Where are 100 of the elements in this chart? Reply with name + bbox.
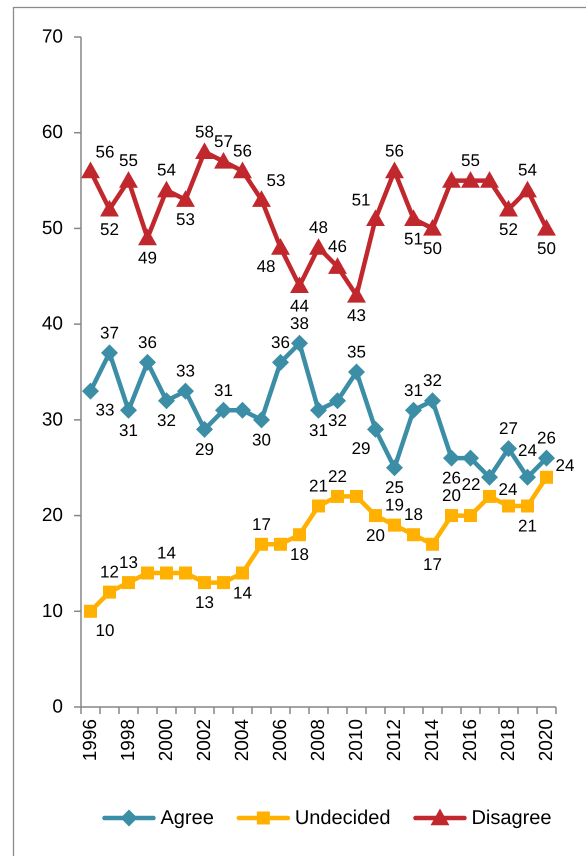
point [404,209,423,226]
point [179,566,192,580]
x-tick-label: 2018 [498,719,519,762]
legend-label: Undecided [294,807,390,829]
data-label: 24 [555,456,574,475]
data-label: 19 [385,496,404,515]
point [366,209,385,226]
point [348,364,365,380]
data-label: 51 [404,229,423,248]
point [176,190,195,207]
point [483,490,496,503]
data-label: 52 [100,220,119,239]
data-label: 31 [404,380,423,400]
x-tick-label: 2012 [384,719,405,762]
x-tick-label: 2006 [270,719,291,762]
data-label: 30 [252,430,271,450]
legend-label: Agree [160,807,214,829]
data-label: 50 [537,238,556,258]
data-label: 18 [404,505,423,524]
point [101,344,118,362]
x-tick-label: 2004 [232,718,253,762]
point [309,238,328,255]
data-label: 13 [119,553,138,572]
data-label: 25 [385,478,404,498]
data-label: 14 [157,544,176,562]
point [217,576,230,590]
data-label: 51 [352,190,371,210]
point [119,171,138,188]
x-tick-label: 2016 [460,719,481,762]
y-tick-label: 0 [52,696,63,718]
point [385,162,404,178]
x-tick-label: 2020 [536,719,557,762]
point [426,538,439,551]
point [538,450,555,467]
data-label: 37 [100,323,119,342]
data-label: 24 [498,480,518,499]
data-label: 22 [328,466,347,486]
point [138,228,157,246]
data-label: 29 [352,438,371,458]
point [120,402,137,419]
point [502,500,515,512]
point [271,238,290,255]
x-tick-label: 1996 [80,719,101,762]
data-label: 33 [176,362,195,381]
data-label: 44 [290,296,309,316]
data-label: 17 [423,554,442,574]
point [540,470,553,484]
point [388,518,401,532]
point [84,604,97,618]
point [386,459,403,476]
point [290,276,309,294]
point [442,171,461,188]
point [480,171,499,188]
point [255,538,268,551]
data-label: 26 [442,468,461,488]
data-label: 56 [95,142,114,162]
point [369,509,382,522]
y-tick-label: 70 [42,26,63,48]
data-label: 46 [328,237,347,256]
point [331,490,344,503]
data-label: 36 [138,332,157,352]
data-label: 33 [95,400,114,420]
point [293,528,306,542]
x-tick-label: 2014 [422,718,443,762]
y-tick-label: 50 [42,218,63,239]
point [462,450,479,467]
x-tick-label: 2008 [308,719,329,762]
data-label: 12 [100,562,119,582]
data-label: 32 [328,411,347,430]
point [233,162,252,178]
point [464,509,477,522]
point [423,218,442,236]
point [445,509,458,522]
point [122,576,135,590]
data-label: 56 [233,142,252,160]
point [291,334,308,352]
data-label: 14 [233,584,252,602]
point [274,538,287,551]
point [272,354,289,371]
point [521,500,534,512]
data-label: 22 [462,474,481,494]
point [100,200,119,216]
data-label: 27 [499,419,518,438]
data-label: 58 [195,122,214,142]
point [198,576,211,590]
x-tick-label: 2010 [346,719,367,762]
data-label: 48 [309,218,328,238]
data-label: 17 [252,514,271,534]
data-label: 57 [214,132,233,151]
point [157,180,176,198]
point [347,286,366,303]
point [500,440,517,458]
data-label: 56 [385,142,404,160]
point [214,152,233,169]
data-label: 31 [309,420,328,440]
point [215,402,232,419]
data-label: 54 [518,160,537,180]
point [252,190,271,207]
point [236,566,249,580]
data-label: 21 [518,516,537,536]
